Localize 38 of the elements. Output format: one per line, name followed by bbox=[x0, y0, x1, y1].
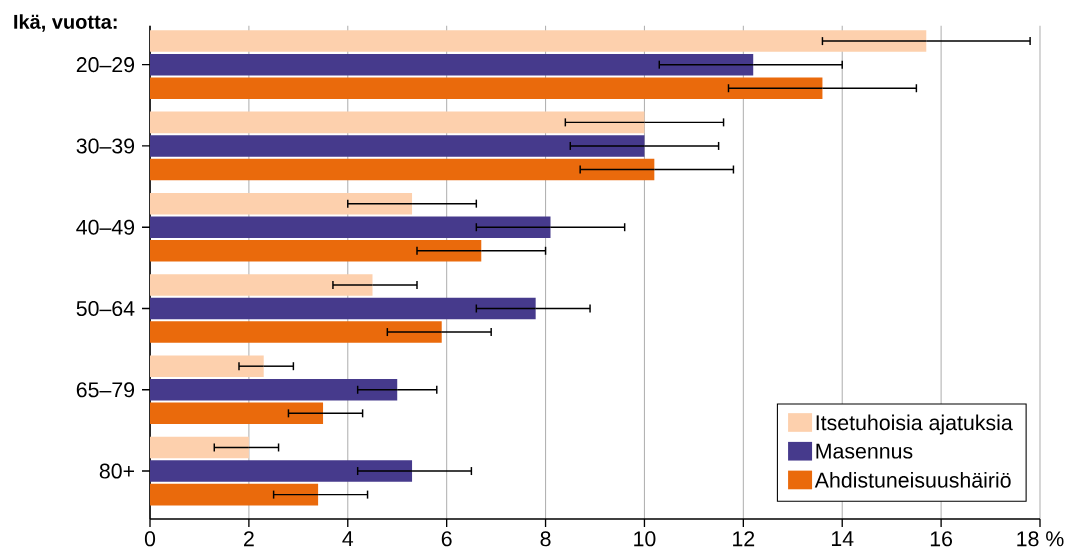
bar bbox=[150, 240, 482, 262]
bar bbox=[150, 216, 551, 238]
x-tick-label: 6 bbox=[441, 531, 452, 547]
bar bbox=[150, 135, 645, 157]
x-tick-label: 18 % bbox=[1017, 531, 1064, 547]
bar bbox=[150, 355, 264, 377]
bar bbox=[150, 274, 373, 296]
y-tick-label: 40–49 bbox=[76, 219, 135, 235]
x-tick-label: 16 bbox=[930, 531, 953, 547]
y-tick-label: 20–29 bbox=[76, 57, 135, 73]
bar bbox=[150, 30, 927, 52]
y-tick-label: 80+ bbox=[99, 463, 134, 479]
bar bbox=[150, 321, 442, 343]
bar bbox=[150, 158, 655, 181]
bar bbox=[150, 77, 823, 100]
legend-label: Itsetuhoisia ajatuksia bbox=[816, 414, 1013, 435]
bar bbox=[150, 192, 413, 215]
x-tick-label: 14 bbox=[831, 531, 854, 546]
y-tick-label: 65–79 bbox=[76, 382, 135, 398]
legend-label: Ahdistuneisuushäiriö bbox=[814, 472, 1011, 488]
x-tick-label: 10 bbox=[634, 531, 656, 547]
y-axis-title: Ikä, vuotta: bbox=[14, 14, 117, 32]
bar bbox=[150, 53, 754, 76]
bar bbox=[150, 483, 319, 506]
x-tick-label: 2 bbox=[244, 531, 254, 547]
bar bbox=[150, 379, 398, 401]
bar bbox=[150, 460, 413, 482]
x-tick-label: 8 bbox=[540, 531, 551, 547]
x-tick-label: 0 bbox=[144, 531, 156, 547]
legend-label: Masennus bbox=[816, 443, 913, 459]
y-tick-label: 30–39 bbox=[76, 138, 135, 154]
y-tick-label: 50–64 bbox=[76, 300, 135, 317]
bar bbox=[150, 402, 324, 425]
bar bbox=[150, 111, 645, 134]
bar bbox=[150, 297, 536, 320]
x-tick-label: 4 bbox=[342, 531, 354, 546]
x-tick-label: 12 bbox=[733, 531, 755, 547]
bar bbox=[150, 436, 249, 459]
